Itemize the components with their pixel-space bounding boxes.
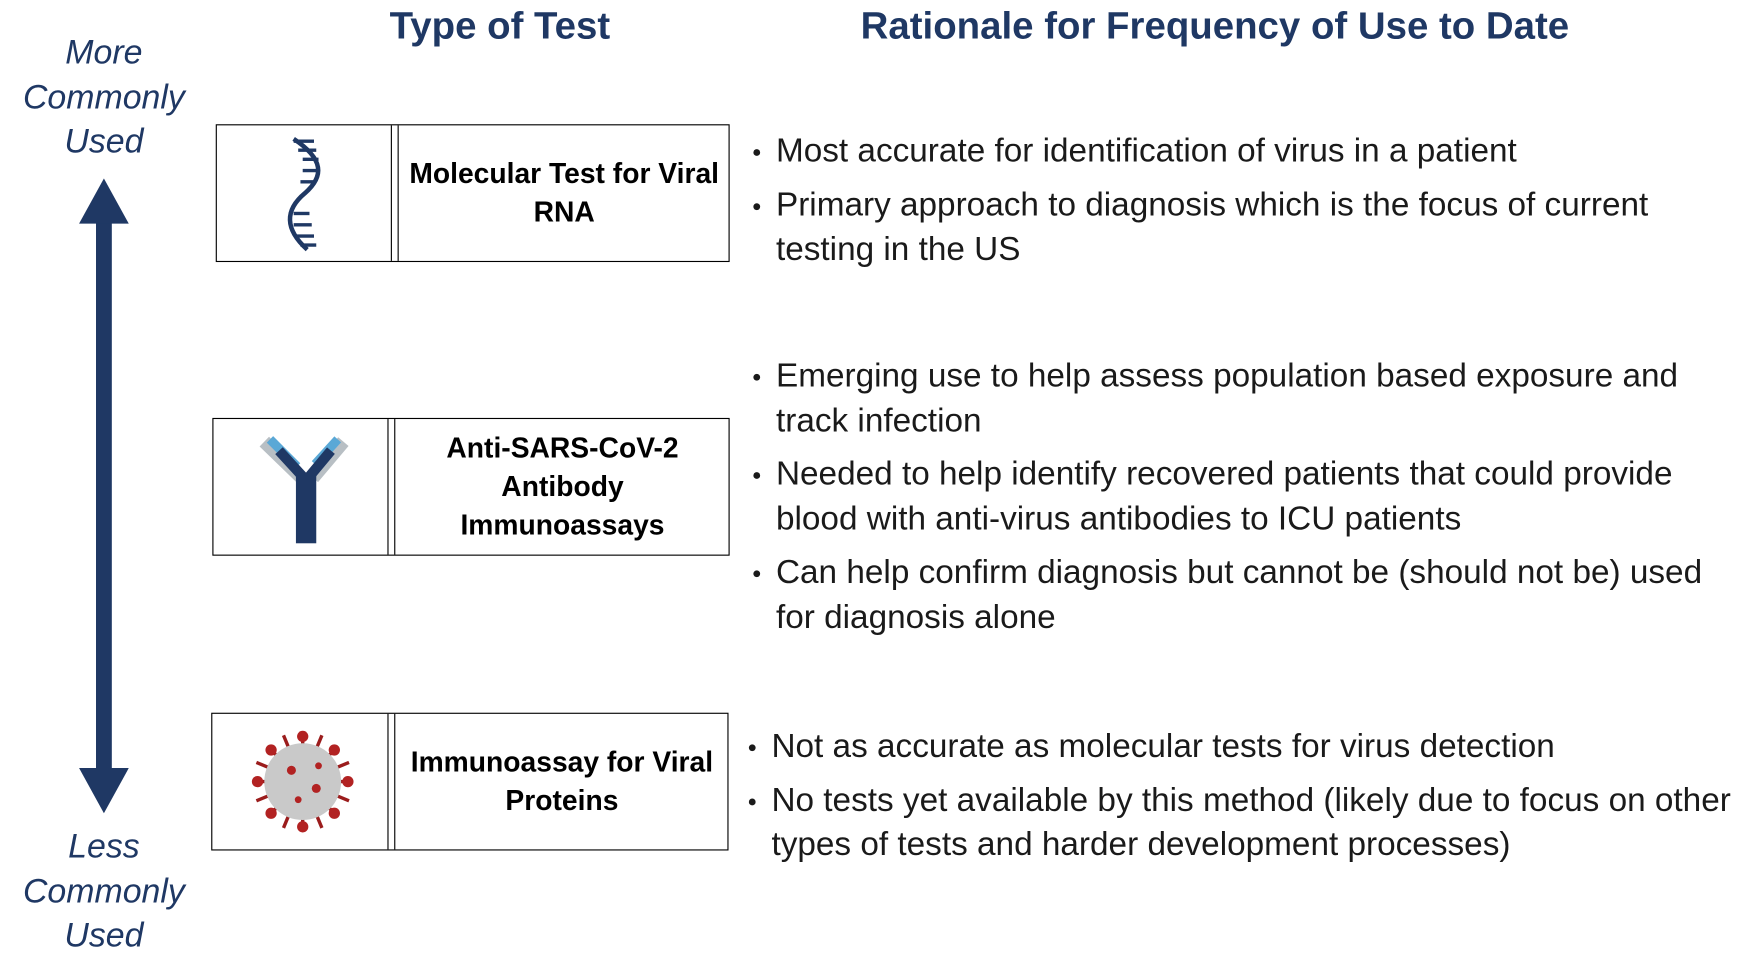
bullet-text: Most accurate for identification of viru… xyxy=(776,132,1517,169)
page: {"axis": {"top": "More Commonly Used", "… xyxy=(0,0,1762,946)
bullet: Emerging use to help assess population b… xyxy=(751,354,1734,443)
bullet: Most accurate for identification of viru… xyxy=(751,129,1722,174)
slide: More Commonly Used Less Commonly Used Ty… xyxy=(0,0,1762,947)
bullet-text: Primary approach to diagnosis which is t… xyxy=(776,186,1648,268)
antibody-icon xyxy=(213,419,382,555)
bullet-text: Needed to help identify recovered patien… xyxy=(776,455,1673,537)
bullet: Can help confirm diagnosis but cannot be… xyxy=(751,550,1734,639)
arrow-head-down xyxy=(79,768,129,813)
axis-bottom-label: Less Commonly Used xyxy=(0,825,208,958)
bullet-text: Can help confirm diagnosis but cannot be… xyxy=(776,553,1702,635)
axis-top-label: More Commonly Used xyxy=(0,30,208,164)
bullet: No tests yet available by this method (l… xyxy=(747,778,1758,867)
test-name: Molecular Test for Viral RNA xyxy=(400,125,729,261)
bullet-text: Not as accurate as molecular tests for v… xyxy=(771,727,1554,764)
test-box: Immunoassay for Viral Proteins xyxy=(211,713,728,851)
bullet-list: Emerging use to help assess population b… xyxy=(751,354,1734,649)
header-test: Type of Test xyxy=(390,5,610,49)
arrow-head-up xyxy=(79,178,129,223)
virus-icon xyxy=(212,714,381,850)
bullet-text: Emerging use to help assess population b… xyxy=(776,357,1678,439)
bullet-list: Most accurate for identification of viru… xyxy=(751,129,1722,281)
bullet: Primary approach to diagnosis which is t… xyxy=(751,182,1722,271)
test-box: Anti-SARS-CoV-2 Antibody Immunoassays xyxy=(212,418,729,556)
frequency-arrow xyxy=(75,178,134,817)
dna-icon xyxy=(217,125,386,261)
test-name: Anti-SARS-CoV-2 Antibody Immunoassays xyxy=(396,419,728,555)
test-box: Molecular Test for Viral RNA xyxy=(216,124,730,262)
bullet: Not as accurate as molecular tests for v… xyxy=(747,724,1758,769)
bullet: Needed to help identify recovered patien… xyxy=(751,452,1734,541)
header-rationale: Rationale for Frequency of Use to Date xyxy=(861,5,1569,49)
bullet-list: Not as accurate as molecular tests for v… xyxy=(747,724,1758,876)
test-name: Immunoassay for Viral Proteins xyxy=(396,714,727,850)
bullet-text: No tests yet available by this method (l… xyxy=(771,781,1730,863)
